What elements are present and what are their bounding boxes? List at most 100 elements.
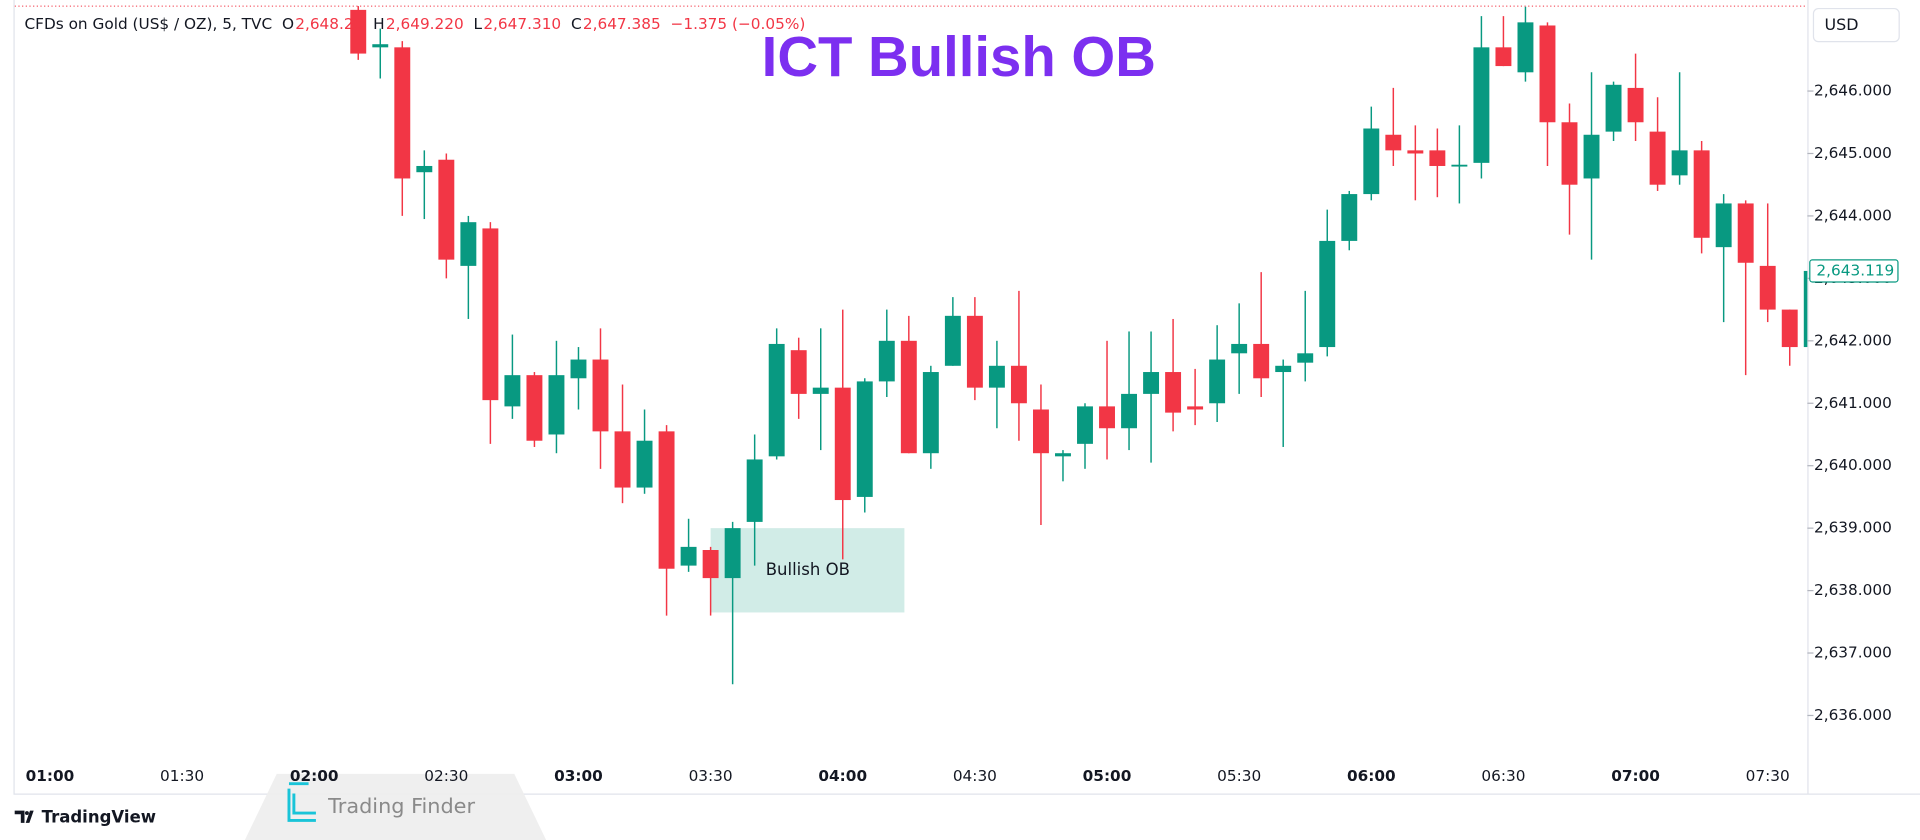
y-tick-label: 2,636.000 xyxy=(1814,706,1892,724)
candle-body xyxy=(988,365,1005,388)
candle-body xyxy=(1385,134,1402,151)
y-tick-label: 2,639.000 xyxy=(1814,519,1892,537)
candle-body xyxy=(856,381,873,497)
candle-body xyxy=(1605,84,1622,132)
candle-body xyxy=(1055,453,1071,457)
header-item: −1.375 (−0.05%) xyxy=(671,15,806,33)
candle-body xyxy=(658,431,675,569)
candle-body xyxy=(900,340,917,454)
candle-body xyxy=(1341,194,1358,241)
header-item: 2,648.26 xyxy=(295,15,363,33)
candle-body xyxy=(1231,343,1248,354)
candle-body xyxy=(1187,406,1204,410)
candle-body xyxy=(1165,372,1182,413)
candle-body xyxy=(1407,150,1424,154)
candle-body xyxy=(504,375,521,407)
candle-body xyxy=(724,528,741,579)
y-tick-label: 2,638.000 xyxy=(1814,581,1892,599)
candle-body xyxy=(1121,393,1138,429)
header-item: 2,647.310 xyxy=(483,15,561,33)
candle-body xyxy=(1803,270,1808,348)
x-tick-label: 03:30 xyxy=(689,767,733,785)
candle-body xyxy=(1077,406,1093,444)
header-item: 2,647.385 xyxy=(583,15,661,33)
candle-body xyxy=(966,315,983,388)
x-tick-label: 04:00 xyxy=(818,767,867,785)
x-tick-label: 07:30 xyxy=(1746,767,1790,785)
y-tick-label: 2,645.000 xyxy=(1814,144,1892,162)
x-tick-label: 06:00 xyxy=(1347,767,1396,785)
last-price-label: 2,643.119 xyxy=(1816,261,1894,279)
candle-body xyxy=(1032,409,1049,454)
chart-title: ICT Bullish OB xyxy=(762,25,1156,88)
x-tick-label: 06:30 xyxy=(1481,767,1525,785)
zone-label: Bullish OB xyxy=(766,560,850,579)
candle-body xyxy=(1583,134,1600,179)
candle-body xyxy=(944,315,961,366)
x-tick-label: 02:00 xyxy=(290,767,339,785)
header-item: O xyxy=(282,15,294,33)
x-tick-label: 03:00 xyxy=(554,767,603,785)
currency-button[interactable] xyxy=(1812,7,1900,43)
candle-body xyxy=(1781,309,1798,348)
candle-body xyxy=(680,546,697,566)
candle-body xyxy=(878,340,895,382)
candle-body xyxy=(790,350,807,394)
x-tick-label: 04:30 xyxy=(953,767,997,785)
candle-body xyxy=(1363,128,1380,195)
candle-body xyxy=(614,431,631,488)
last-price-box xyxy=(1809,259,1899,283)
brand: TradingView xyxy=(42,807,156,826)
candle-body xyxy=(1473,47,1490,163)
header-item: L xyxy=(474,15,483,33)
candle-body xyxy=(570,359,587,379)
candle-body xyxy=(482,228,499,401)
order-block-zone xyxy=(710,528,905,613)
y-tick-label: 2,641.000 xyxy=(1814,394,1892,412)
candle-body xyxy=(1539,25,1556,123)
currency[interactable]: USD xyxy=(1824,15,1858,34)
candle-body xyxy=(746,459,763,522)
candle-body xyxy=(1429,150,1446,166)
candle-body xyxy=(526,375,543,441)
plot xyxy=(350,6,1808,685)
candle-body xyxy=(1759,265,1776,310)
candle-body xyxy=(636,440,653,488)
y-tick-label: 2,642.000 xyxy=(1814,331,1892,349)
candle-body xyxy=(1737,203,1754,263)
candle-body xyxy=(1297,353,1314,363)
candle-body xyxy=(1517,22,1534,73)
y-tick-label: 2,640.000 xyxy=(1814,456,1892,474)
header-item: H xyxy=(373,15,385,33)
candle-body xyxy=(1627,87,1644,123)
candle-body xyxy=(1319,240,1336,348)
x-tick-label: 01:30 xyxy=(160,767,204,785)
candle-body xyxy=(372,44,389,48)
candle-body xyxy=(1671,150,1688,176)
watermark-text: Trading Finder xyxy=(327,794,475,818)
candle-body xyxy=(350,9,367,54)
candle-body xyxy=(1010,365,1027,404)
watermark xyxy=(244,773,547,840)
candle-body xyxy=(702,550,719,579)
candle-body xyxy=(1451,164,1468,167)
candle-body xyxy=(922,372,939,454)
candle-body xyxy=(592,359,609,432)
candle-body xyxy=(834,387,851,501)
candle-body xyxy=(1143,372,1160,394)
candle-body xyxy=(1099,406,1115,429)
candle-body xyxy=(1275,365,1292,373)
symbol: CFDs on Gold (US$ / OZ), 5, TVC xyxy=(24,15,272,33)
x-tick-label: 02:30 xyxy=(424,767,468,785)
candle-body xyxy=(1253,343,1270,379)
header-item: 2,649.220 xyxy=(386,15,464,33)
candle-body xyxy=(1561,122,1578,185)
y-tick-label: 2,646.000 xyxy=(1814,82,1892,100)
candle-body xyxy=(812,387,829,394)
candle-body xyxy=(548,375,565,435)
candle-body xyxy=(1693,150,1710,238)
y-tick-label: 2,637.000 xyxy=(1814,644,1892,662)
